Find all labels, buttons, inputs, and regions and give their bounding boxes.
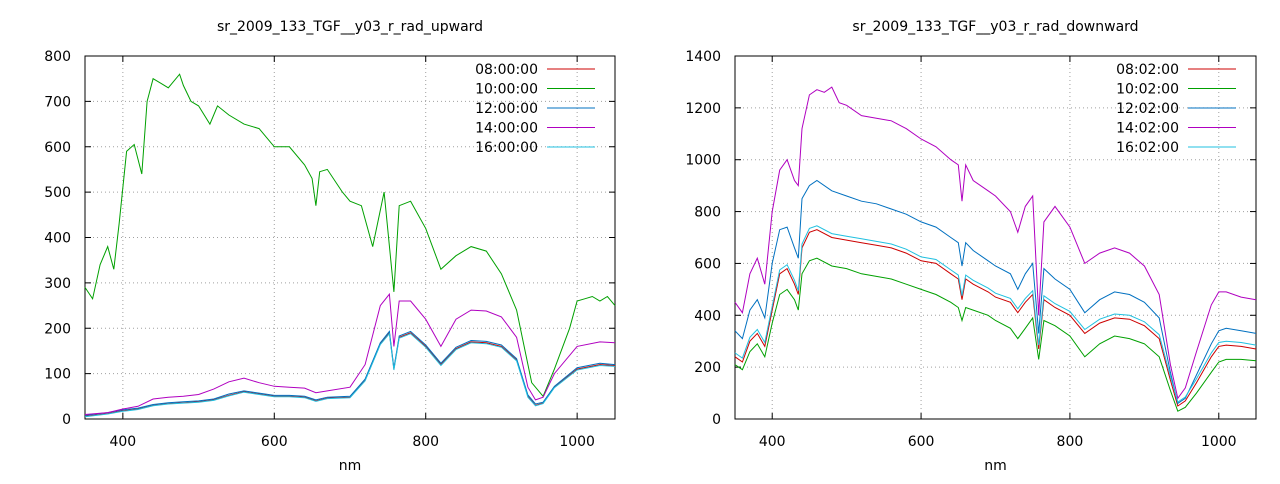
chart2-series-line-2 <box>734 257 1257 412</box>
chart1-x-tick-label: 800 <box>412 434 439 450</box>
chart1-y-tick-label: 400 <box>44 231 71 247</box>
chart1-series-line-3 <box>84 330 616 416</box>
chart1-y-tick-label: 600 <box>44 140 71 156</box>
chart2-series-line-4 <box>734 86 1257 400</box>
chart1-series-line-4 <box>84 292 616 415</box>
chart2-series-line-1 <box>734 229 1257 407</box>
chart1-series-line-5 <box>84 332 616 418</box>
chart2-y-tick-label: 400 <box>694 308 721 324</box>
chart2-x-axis-label: nm <box>984 458 1007 474</box>
chart2-series-line-3 <box>734 179 1257 405</box>
chart2-y-tick-label: 800 <box>694 205 721 221</box>
chart1-title: sr_2009_133_TGF__y03_r_rad_upward <box>217 19 483 35</box>
chart2-legend-label: 16:02:00 <box>1116 140 1179 156</box>
chart1-x-tick-label: 1000 <box>559 434 595 450</box>
chart1-y-tick-label: 100 <box>44 367 71 383</box>
chart1-y-tick-label: 500 <box>44 185 71 201</box>
chart1-y-tick-label: 300 <box>44 276 71 292</box>
chart2-x-tick-label: 600 <box>908 434 935 450</box>
chart1-legend-label: 10:00:00 <box>475 82 538 98</box>
chart2-y-tick-label: 0 <box>712 412 721 428</box>
chart2-legend-label: 08:02:00 <box>1116 62 1179 78</box>
chart1-x-tick-label: 600 <box>261 434 288 450</box>
chart2-title: sr_2009_133_TGF__y03_r_rad_downward <box>852 19 1138 35</box>
chart2-y-tick-label: 1400 <box>685 49 721 65</box>
chart1-legend-label: 08:00:00 <box>475 62 538 78</box>
chart2-x-tick-label: 1000 <box>1201 434 1237 450</box>
chart2-y-tick-label: 1000 <box>685 153 721 169</box>
chart1-y-tick-label: 800 <box>44 49 71 65</box>
chart2-x-tick-label: 800 <box>1057 434 1084 450</box>
chart1-y-tick-label: 700 <box>44 94 71 110</box>
chart2-legend-label: 12:02:00 <box>1116 101 1179 117</box>
chart1-y-tick-label: 200 <box>44 321 71 337</box>
chart2-y-tick-label: 600 <box>694 256 721 272</box>
chart2-legend-label: 10:02:00 <box>1116 82 1179 98</box>
chart2-plot-frame <box>734 55 1257 420</box>
chart1-x-tick-label: 400 <box>109 434 136 450</box>
chart1-legend-label: 16:00:00 <box>475 140 538 156</box>
chart2-y-tick-label: 200 <box>694 360 721 376</box>
chart1-series-line-2 <box>84 73 616 398</box>
chart1-legend-label: 14:00:00 <box>475 121 538 137</box>
chart1-legend-label: 12:00:00 <box>475 101 538 117</box>
chart1-y-tick-label: 0 <box>62 412 71 428</box>
chart2-legend-label: 14:02:00 <box>1116 121 1179 137</box>
chart2-series-line-5 <box>734 225 1257 403</box>
chart2-y-tick-label: 1200 <box>685 101 721 117</box>
chart1-x-axis-label: nm <box>339 458 362 474</box>
chart2-x-tick-label: 400 <box>759 434 786 450</box>
